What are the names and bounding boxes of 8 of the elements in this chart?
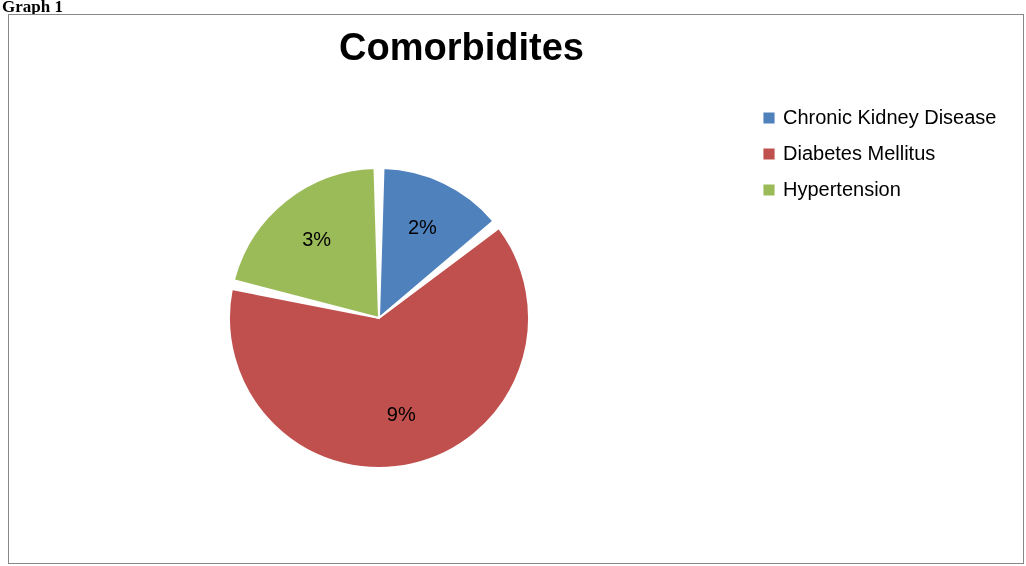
data-label: 9% xyxy=(386,403,416,426)
caption: Graph 1 xyxy=(1,0,64,16)
data-label: 3% xyxy=(302,227,332,250)
legend-label: Chronic Kidney Disease xyxy=(783,106,997,128)
legend-label: Diabetes Mellitus xyxy=(783,142,936,164)
chart-title: Comorbidites xyxy=(339,26,584,68)
data-label: 2% xyxy=(407,215,438,238)
legend-label: Hypertension xyxy=(783,178,901,200)
